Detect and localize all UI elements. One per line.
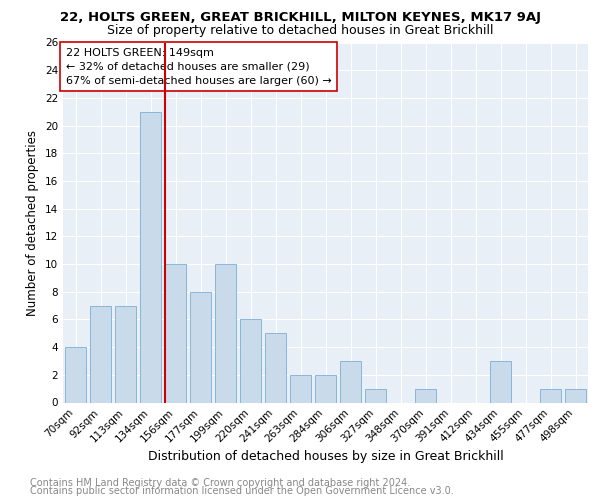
Bar <box>290 375 311 402</box>
Bar <box>240 320 261 402</box>
Bar <box>65 347 86 403</box>
Bar <box>90 306 111 402</box>
Text: Contains HM Land Registry data © Crown copyright and database right 2024.: Contains HM Land Registry data © Crown c… <box>30 478 410 488</box>
X-axis label: Distribution of detached houses by size in Great Brickhill: Distribution of detached houses by size … <box>148 450 503 463</box>
Bar <box>215 264 236 402</box>
Text: 22 HOLTS GREEN: 149sqm
← 32% of detached houses are smaller (29)
67% of semi-det: 22 HOLTS GREEN: 149sqm ← 32% of detached… <box>65 48 331 86</box>
Text: Contains public sector information licensed under the Open Government Licence v3: Contains public sector information licen… <box>30 486 454 496</box>
Bar <box>340 361 361 403</box>
Bar <box>540 388 561 402</box>
Bar <box>140 112 161 403</box>
Bar <box>315 375 336 402</box>
Bar <box>415 388 436 402</box>
Bar <box>565 388 586 402</box>
Text: 22, HOLTS GREEN, GREAT BRICKHILL, MILTON KEYNES, MK17 9AJ: 22, HOLTS GREEN, GREAT BRICKHILL, MILTON… <box>59 11 541 24</box>
Bar <box>190 292 211 403</box>
Bar <box>265 334 286 402</box>
Bar <box>490 361 511 403</box>
Y-axis label: Number of detached properties: Number of detached properties <box>26 130 40 316</box>
Text: Size of property relative to detached houses in Great Brickhill: Size of property relative to detached ho… <box>107 24 493 37</box>
Bar <box>365 388 386 402</box>
Bar <box>115 306 136 402</box>
Bar <box>165 264 186 402</box>
